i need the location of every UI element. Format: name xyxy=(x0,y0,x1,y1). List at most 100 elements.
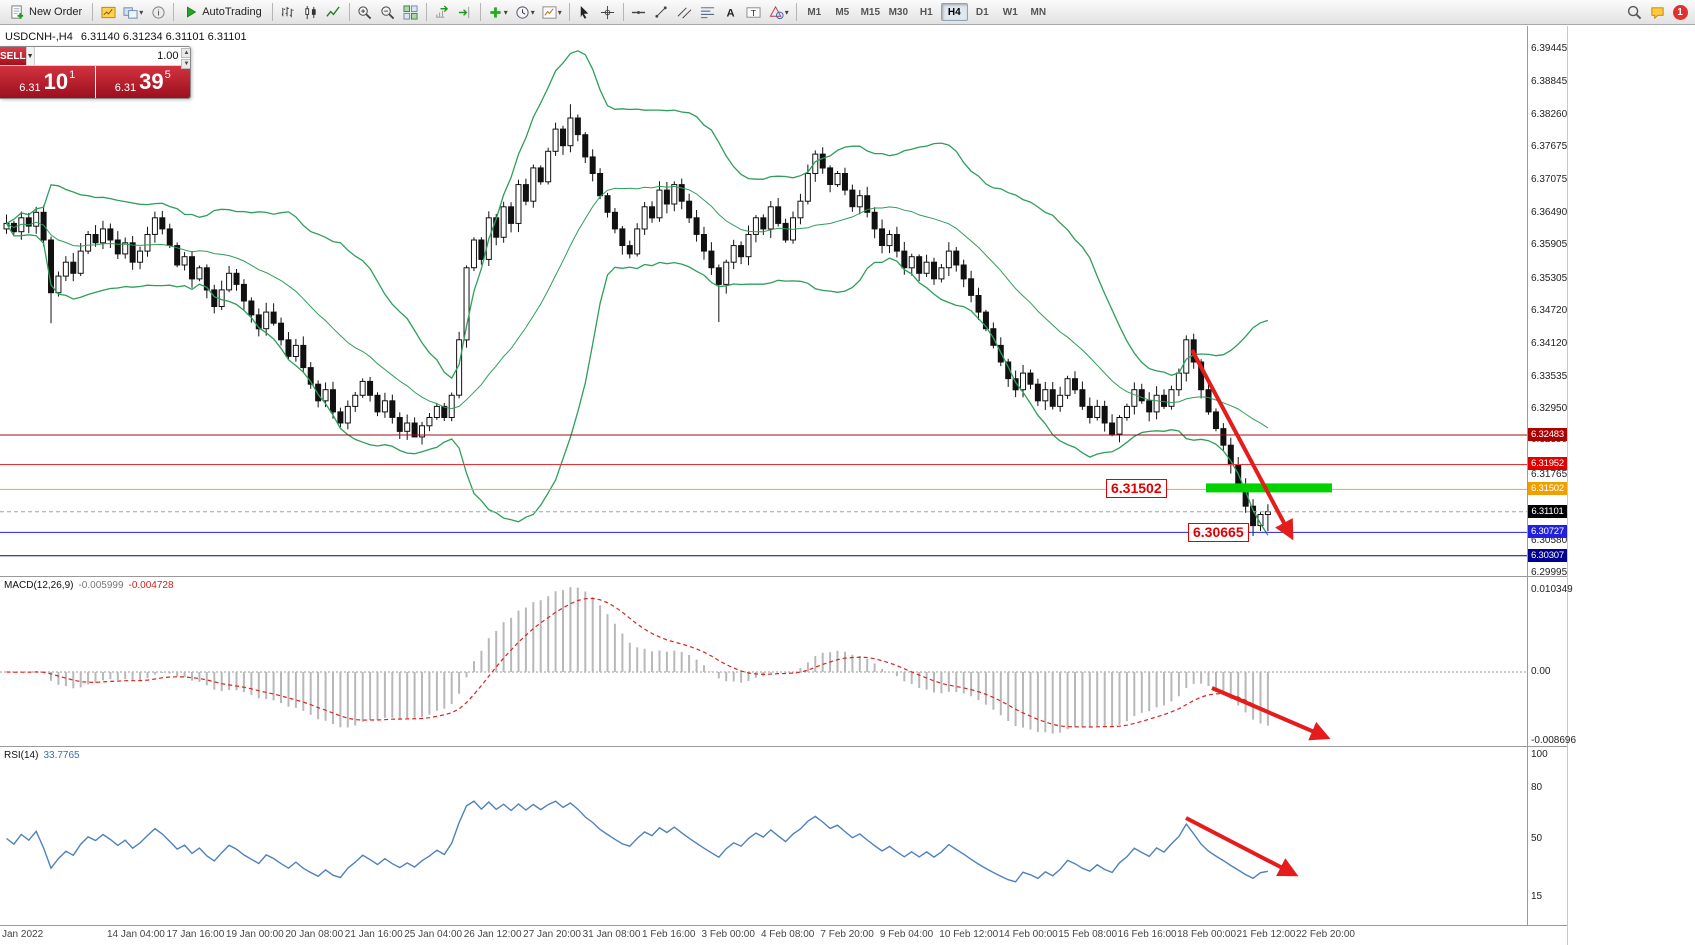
time-axis-label: 21 Feb 12:00 xyxy=(1236,929,1296,940)
profiles-button[interactable]: ▾ xyxy=(120,2,146,23)
rsi-value: 33.7765 xyxy=(43,750,80,761)
new-chart-icon xyxy=(101,5,116,20)
price-down-arrow[interactable] xyxy=(1190,349,1294,541)
time-axis-label: 22 Feb 20:00 xyxy=(1296,929,1355,940)
indicators-icon xyxy=(488,5,503,20)
periods-button[interactable]: ▾ xyxy=(512,2,538,23)
sell-button[interactable]: 6.31 10 1 xyxy=(0,66,95,98)
price-tick: 6.32950 xyxy=(1531,403,1568,415)
support-price-label[interactable]: 6.30665 xyxy=(1188,523,1249,542)
channel-icon xyxy=(677,5,692,20)
toolbar-separator xyxy=(348,3,350,21)
zoom-in-button[interactable] xyxy=(354,2,376,23)
new-chart-button[interactable] xyxy=(97,2,119,23)
time-axis-label: 26 Jan 12:00 xyxy=(463,929,522,940)
bars-chart-button[interactable] xyxy=(277,2,299,23)
volume-dropdown-button[interactable]: ▼ xyxy=(25,47,35,65)
volume-input[interactable] xyxy=(34,47,190,65)
macd-label: MACD(12,26,9) -0.005999 -0.004728 xyxy=(4,580,174,591)
profiles-icon xyxy=(123,5,138,20)
buy-button[interactable]: 6.31 39 5 xyxy=(95,66,190,98)
new-order-button[interactable]: New Order xyxy=(4,2,88,23)
sell-price-prefix: 6.31 xyxy=(19,82,41,94)
dropdown-arrow-icon: ▾ xyxy=(530,7,535,17)
toolbar-separator xyxy=(479,3,481,21)
price-tick: 6.36490 xyxy=(1531,206,1568,218)
auto-scroll-icon xyxy=(434,4,449,20)
macd-scale-label: -0.008696 xyxy=(1531,734,1577,746)
dropdown-arrow-icon: ▾ xyxy=(139,7,144,17)
trend-line-button[interactable] xyxy=(651,2,673,23)
timeframe-mn[interactable]: MN xyxy=(1025,3,1052,21)
data-window-icon: i xyxy=(151,5,166,20)
volume-down-button[interactable]: ▼ xyxy=(180,59,190,69)
community-button[interactable] xyxy=(1646,2,1668,23)
time-axis-label: 27 Jan 20:00 xyxy=(523,929,581,940)
macd-indicator xyxy=(0,587,1527,734)
bollinger-bands xyxy=(5,50,1269,536)
tile-windows-button[interactable] xyxy=(400,2,422,23)
cursor-button[interactable] xyxy=(574,2,596,23)
autotrading-button[interactable]: AutoTrading xyxy=(178,2,268,23)
time-axis-label: 21 Jan 16:00 xyxy=(344,929,403,940)
candles-chart-button[interactable] xyxy=(300,2,322,23)
timeframe-m5[interactable]: M5 xyxy=(829,3,856,21)
templates-button[interactable]: ▾ xyxy=(539,2,565,23)
time-axis-label: 25 Jan 04:00 xyxy=(404,929,463,940)
notifications-button[interactable]: 1 xyxy=(1669,2,1691,23)
timeframe-h4[interactable]: H4 xyxy=(940,3,968,21)
sell-tab-label: SELL xyxy=(0,47,26,65)
timeframe-m30[interactable]: M30 xyxy=(885,3,912,21)
support-zone-rectangle[interactable] xyxy=(1206,483,1332,493)
new-order-icon xyxy=(10,4,25,20)
rsi-indicator xyxy=(6,800,1269,883)
time-axis-label: 9 Feb 04:00 xyxy=(879,929,934,940)
price-tick: 6.38260 xyxy=(1531,108,1568,120)
time-axis-label: 17 Jan 16:00 xyxy=(166,929,225,940)
new-order-label: New Order xyxy=(29,6,83,18)
indicators-button[interactable]: ▾ xyxy=(485,2,511,23)
volume-up-button[interactable]: ▲ xyxy=(180,48,190,58)
dropdown-arrow-icon: ▾ xyxy=(784,7,789,17)
timeframe-h1[interactable]: H1 xyxy=(913,3,940,21)
horizontal-line-icon xyxy=(631,5,646,20)
timeframe-d1[interactable]: D1 xyxy=(969,3,996,21)
chart-canvas[interactable] xyxy=(0,25,1568,945)
price-level-badge: 6.30307 xyxy=(1528,548,1567,562)
rsi-scale-label: 15 xyxy=(1531,890,1543,902)
price-level-badge: 6.31952 xyxy=(1528,457,1567,471)
timeframe-m1[interactable]: M1 xyxy=(801,3,828,21)
svg-text:T: T xyxy=(751,7,756,17)
time-axis-label: 16 Feb 16:00 xyxy=(1117,929,1177,940)
price-tick: 6.30580 xyxy=(1531,534,1568,546)
toolbar-separator xyxy=(568,3,570,21)
line-chart-button[interactable] xyxy=(323,2,345,23)
svg-text:A: A xyxy=(727,7,735,19)
search-button[interactable] xyxy=(1623,2,1645,23)
timeframe-m15[interactable]: M15 xyxy=(857,3,884,21)
shapes-button[interactable]: ▾ xyxy=(766,2,792,23)
rsi-scale-label: 50 xyxy=(1531,832,1543,844)
auto-scroll-button[interactable] xyxy=(431,2,453,23)
channel-button[interactable] xyxy=(674,2,696,23)
text-icon: A xyxy=(723,5,738,20)
rsi-down-arrow[interactable] xyxy=(1185,816,1299,877)
chart-shift-button[interactable] xyxy=(454,2,476,23)
time-axis-label: Jan 2022 xyxy=(2,929,44,940)
price-tick: 6.37675 xyxy=(1531,141,1568,153)
fibonacci-button[interactable] xyxy=(697,2,719,23)
rsi-line xyxy=(6,800,1269,883)
price-tick: 6.35305 xyxy=(1531,272,1568,284)
data-window-button[interactable]: i xyxy=(147,2,169,23)
text-label-button[interactable]: T xyxy=(743,2,765,23)
resistance-price-label[interactable]: 6.31502 xyxy=(1106,479,1167,498)
zoom-out-button[interactable] xyxy=(377,2,399,23)
horizontal-line-button[interactable] xyxy=(628,2,650,23)
bars-chart-icon xyxy=(280,5,295,20)
timeframe-w1[interactable]: W1 xyxy=(997,3,1024,21)
current-price-badge: 6.31101 xyxy=(1528,504,1567,518)
text-button[interactable]: A xyxy=(720,2,742,23)
price-level-badge: 6.30727 xyxy=(1528,525,1567,539)
macd-down-arrow[interactable] xyxy=(1211,686,1331,741)
crosshair-button[interactable] xyxy=(597,2,619,23)
